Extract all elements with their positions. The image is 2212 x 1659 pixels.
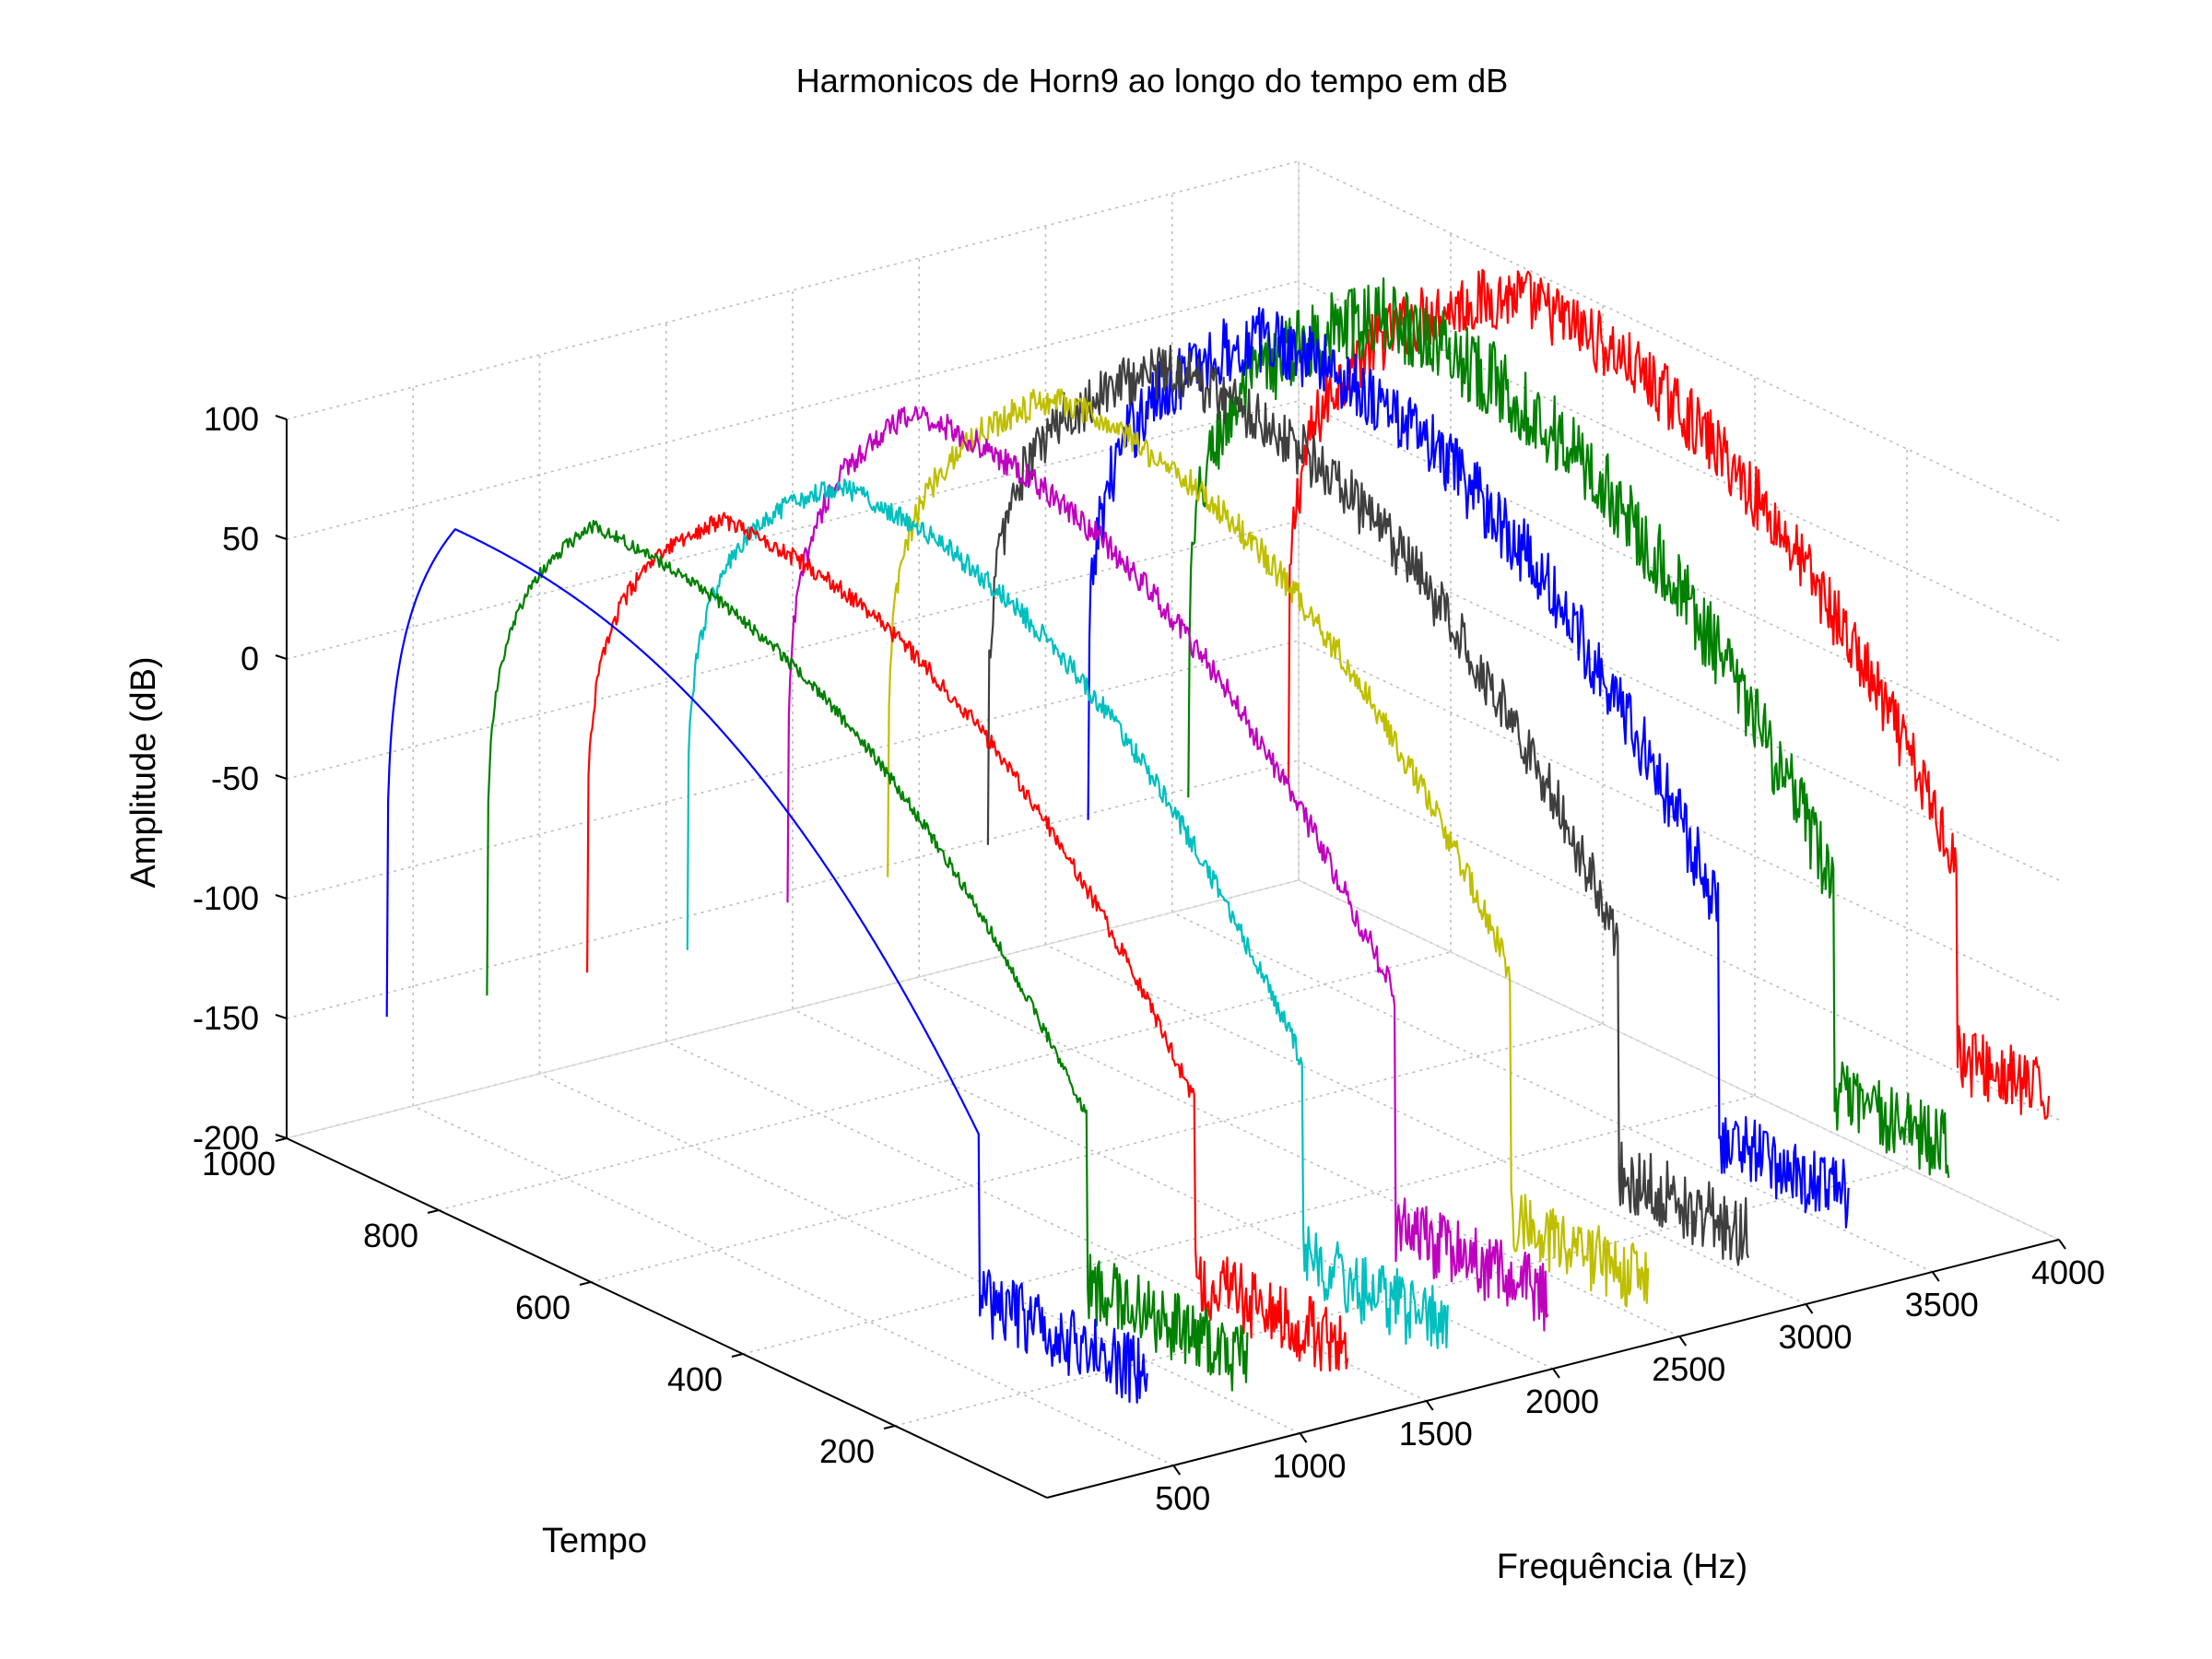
z-tick-mark <box>275 894 288 900</box>
y-tick-label: 200 <box>819 1432 875 1470</box>
z-tick-mark <box>275 1014 288 1019</box>
grid-line <box>742 1095 1756 1355</box>
box-edge <box>1298 879 2060 1241</box>
series-line <box>385 528 1148 1404</box>
z-tick-mark <box>275 1134 288 1139</box>
grid-line <box>286 160 1300 420</box>
series-line <box>786 406 1549 1332</box>
series-line <box>1087 306 1850 1229</box>
x-tick-mark <box>1931 1271 1940 1282</box>
series-line <box>986 345 1749 1266</box>
series-line <box>1187 276 1950 1179</box>
box-edge <box>286 879 1300 1139</box>
y-tick-mark <box>427 1209 440 1214</box>
grid-line <box>1045 944 1806 1305</box>
grid-line <box>590 1023 1604 1283</box>
grid-line <box>286 280 1300 540</box>
z-tick-mark <box>275 654 288 660</box>
y-tick-label: 400 <box>667 1360 723 1398</box>
grid-line <box>1298 160 2060 522</box>
x-tick-label: 4000 <box>2031 1253 2105 1291</box>
y-tick-mark <box>275 1137 288 1142</box>
y-axis-line <box>286 1137 1048 1499</box>
x-tick-label: 2000 <box>1525 1382 1599 1420</box>
chart-title: Harmonicos de Horn9 ao longo do tempo em… <box>796 62 1508 100</box>
x-tick-mark <box>1172 1465 1182 1476</box>
z-tick-mark <box>275 774 288 780</box>
x-tick-label: 3000 <box>1778 1318 1852 1356</box>
y-tick-mark <box>579 1281 592 1286</box>
grid-line <box>438 951 1452 1211</box>
series-line <box>585 512 1349 1372</box>
y-tick-mark <box>731 1353 744 1358</box>
x-tick-label: 3500 <box>1905 1286 1979 1324</box>
y-tick-label: 800 <box>363 1217 418 1254</box>
z-axis-label: Amplitude (dB) <box>124 656 163 888</box>
grid-line <box>286 400 1300 660</box>
z-tick-label: -200 <box>193 1119 259 1157</box>
z-tick-label: 50 <box>222 520 259 558</box>
series-line <box>686 478 1449 1349</box>
grid-line <box>1298 640 2060 1001</box>
grid-line <box>1298 759 2060 1121</box>
y-tick-label: 1000 <box>202 1145 276 1182</box>
x-tick-mark <box>1425 1400 1434 1411</box>
grid-line <box>894 1167 1908 1427</box>
series-line <box>486 519 1249 1392</box>
grid-line <box>539 1073 1300 1434</box>
z-tick-label: -100 <box>193 879 259 917</box>
tick-labels: 5001000150020002500300035004000200400600… <box>193 400 2105 1517</box>
z-tick-mark <box>275 415 288 420</box>
series-layer <box>385 268 2051 1404</box>
x-tick-label: 2500 <box>1652 1350 1725 1388</box>
x-tick-mark <box>1299 1432 1308 1443</box>
series-line <box>887 388 1650 1308</box>
x-tick-mark <box>1552 1368 1560 1379</box>
z-tick-label: -50 <box>211 759 259 797</box>
x-tick-mark <box>2058 1239 2066 1250</box>
z-tick-label: -150 <box>193 999 259 1037</box>
y-tick-label: 600 <box>515 1288 571 1326</box>
x-tick-mark <box>1678 1335 1688 1347</box>
z-tick-label: 0 <box>241 640 259 677</box>
axes-layer <box>275 161 2066 1499</box>
grid-line <box>412 1105 1174 1466</box>
x-tick-label: 500 <box>1155 1479 1210 1517</box>
y-tick-mark <box>883 1425 896 1430</box>
x-axis-label: Frequência (Hz) <box>1497 1547 1747 1586</box>
grid-line <box>918 976 1680 1337</box>
z-tick-label: 100 <box>204 400 259 438</box>
grid-line <box>286 520 1300 780</box>
x-tick-label: 1000 <box>1272 1447 1346 1485</box>
series-line <box>1287 268 2051 1120</box>
y-axis-label: Tempo <box>542 1522 647 1560</box>
x-tick-mark <box>1805 1303 1814 1314</box>
x-tick-label: 1500 <box>1399 1415 1473 1453</box>
grid-line <box>286 640 1300 900</box>
grid-line <box>286 759 1300 1019</box>
z-tick-mark <box>275 535 288 540</box>
